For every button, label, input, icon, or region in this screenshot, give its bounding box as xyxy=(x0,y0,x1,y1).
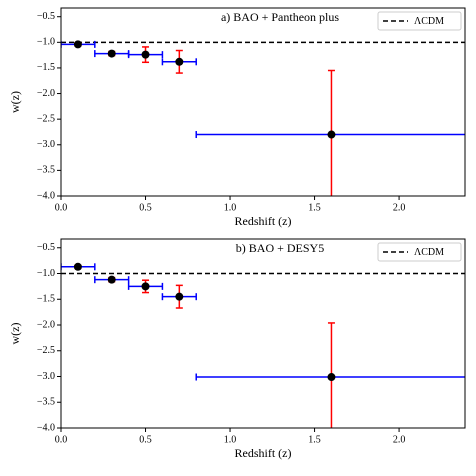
y-tick-label: −4.0 xyxy=(37,190,55,201)
x-tick-label: 2.0 xyxy=(393,434,406,445)
point xyxy=(73,40,82,49)
legend-box xyxy=(377,11,462,31)
point xyxy=(107,275,116,284)
x-tick-label: 1.0 xyxy=(224,434,237,445)
x-tick-label: 0.5 xyxy=(139,202,152,213)
point xyxy=(141,282,150,291)
point xyxy=(327,130,336,139)
point xyxy=(141,50,150,59)
point xyxy=(107,49,116,58)
y-tick-label: −2.0 xyxy=(37,88,55,99)
y-axis-label: w(z) xyxy=(8,323,22,345)
x-axis-label: Redshift (z) xyxy=(235,446,292,460)
panel: −0.5 −1.0 −1.5 −2.0 −2.5 −3.0 −3.5 −4.00.0 0.5 1.… xyxy=(8,238,466,460)
point xyxy=(327,373,336,382)
chart-title: a) BAO + Pantheon plus xyxy=(221,10,339,24)
x-tick-label: 1.5 xyxy=(308,202,321,213)
y-tick-label: −1.0 xyxy=(37,268,55,279)
y-tick-label: −3.5 xyxy=(37,397,55,408)
y-tick-label: −2.5 xyxy=(37,113,55,124)
y-tick-label: −0.5 xyxy=(37,11,55,22)
x-tick-label: 0.0 xyxy=(55,202,68,213)
plot-frame xyxy=(60,238,466,429)
legend-label: ΛCDM xyxy=(414,16,444,27)
x-axis-label: Redshift (z) xyxy=(235,214,292,228)
x-tick-label: 0.0 xyxy=(55,434,68,445)
legend-box xyxy=(377,242,462,262)
y-tick-label: −3.5 xyxy=(37,165,55,176)
chart-title: b) BAO + DESY5 xyxy=(236,241,324,255)
y-tick-label: −1.0 xyxy=(37,37,55,48)
y-tick-label: −2.5 xyxy=(37,345,55,356)
x-tick-label: 2.0 xyxy=(393,202,406,213)
x-tick-label: 1.5 xyxy=(308,434,321,445)
y-axis-label: w(z) xyxy=(8,91,22,113)
y-tick-label: −1.5 xyxy=(37,62,55,73)
plot-area xyxy=(61,262,465,428)
y-tick-label: −3.0 xyxy=(37,371,55,382)
x-tick-label: 0.5 xyxy=(139,434,152,445)
y-tick-label: −0.5 xyxy=(37,242,55,253)
plot-area xyxy=(61,40,465,196)
legend-label: ΛCDM xyxy=(414,247,444,258)
panel: −0.5 −1.0 −1.5 −2.0 −2.5 −3.0 −3.5 −4.00.0 0.5 1.… xyxy=(8,7,466,228)
y-tick-label: −3.0 xyxy=(37,139,55,150)
point xyxy=(175,292,184,301)
y-error-bar xyxy=(327,322,335,428)
y-tick-label: −2.0 xyxy=(37,319,55,330)
point xyxy=(175,57,184,66)
y-tick-label: −4.0 xyxy=(37,422,55,433)
point xyxy=(73,262,82,271)
y-tick-label: −1.5 xyxy=(37,294,55,305)
x-tick-label: 1.0 xyxy=(224,202,237,213)
plot-frame xyxy=(60,7,466,197)
